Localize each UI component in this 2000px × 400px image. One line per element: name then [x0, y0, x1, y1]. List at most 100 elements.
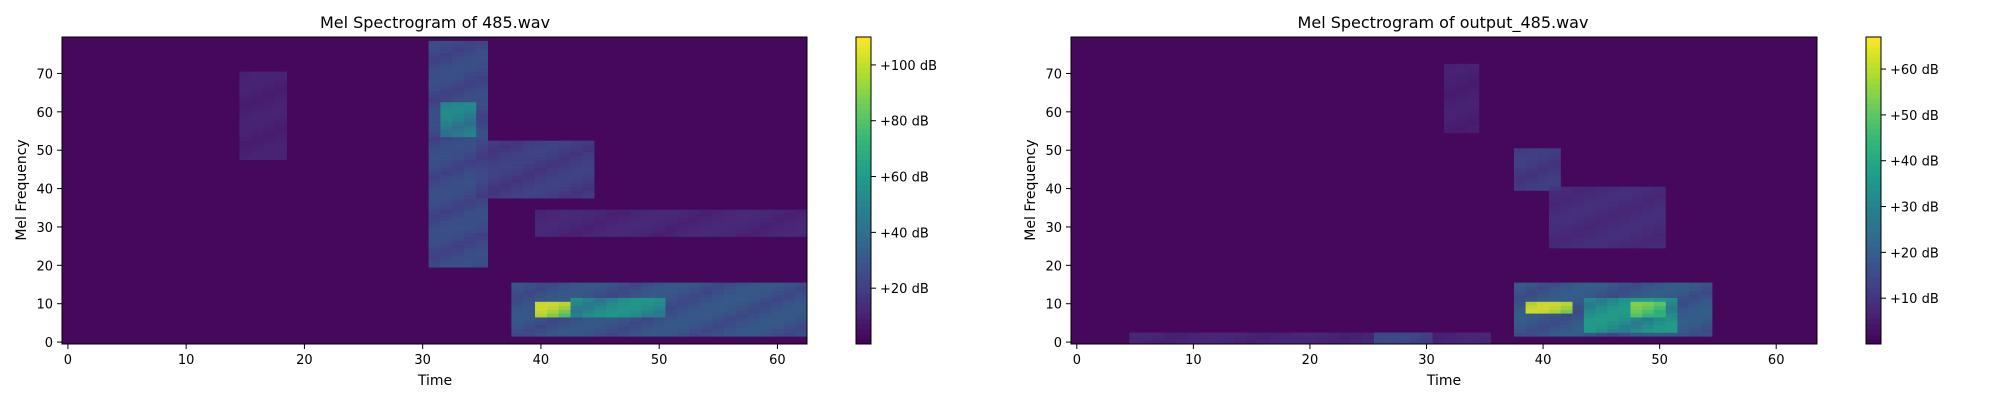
spectrogram-cell	[1537, 163, 1550, 168]
spectrogram-cell	[452, 255, 465, 260]
spectrogram-cell	[546, 171, 559, 176]
spectrogram-cell	[523, 140, 536, 145]
spectrogram-cell	[263, 125, 276, 130]
spectrogram-cell	[558, 155, 571, 161]
spectrogram-cell	[1432, 340, 1445, 345]
spectrogram-cell	[1560, 320, 1573, 326]
spectrogram-cell	[239, 109, 252, 115]
spectrogram-cell	[1397, 336, 1410, 341]
spectrogram-cell	[546, 328, 559, 333]
spectrogram-cell	[511, 313, 524, 318]
spectrogram-cell	[1642, 297, 1655, 303]
spectrogram-cell	[724, 232, 737, 237]
colorbar-segment	[856, 328, 871, 335]
spectrogram-cell	[1548, 167, 1561, 172]
spectrogram-cell	[440, 113, 453, 118]
spectrogram-cell	[1513, 163, 1526, 168]
spectrogram-cell	[428, 202, 441, 207]
spectrogram-cell	[795, 282, 808, 287]
spectrogram-cell	[1572, 294, 1585, 299]
spectrogram-cell	[274, 83, 287, 88]
colorbar-segment	[1866, 180, 1881, 186]
spectrogram-cell	[1630, 305, 1643, 310]
spectrogram-cell	[724, 228, 737, 234]
left-axes-frame	[61, 36, 808, 345]
spectrogram-cell	[724, 301, 737, 306]
spectrogram-cell	[582, 194, 595, 199]
y-tick-label: 40	[1045, 183, 1062, 198]
spectrogram-cell	[1467, 340, 1480, 345]
spectrogram-cell	[605, 221, 619, 226]
y-tick-label: 0	[1054, 336, 1062, 351]
spectrogram-cell	[1583, 332, 1596, 337]
spectrogram-cell	[428, 228, 441, 234]
spectrogram-cell	[499, 140, 512, 145]
spectrogram-cell	[1560, 317, 1573, 322]
spectrogram-cell	[676, 320, 690, 326]
spectrogram-cell	[570, 282, 583, 287]
spectrogram-cell	[546, 221, 559, 226]
spectrogram-cell	[1548, 217, 1561, 222]
spectrogram-cell	[1642, 236, 1655, 241]
spectrogram-cell	[1572, 240, 1585, 245]
spectrogram-cell	[629, 232, 642, 237]
spectrogram-cell	[629, 328, 642, 333]
spectrogram-cell	[1618, 290, 1631, 295]
spectrogram-cell	[724, 313, 737, 318]
spectrogram-cell	[617, 282, 630, 287]
spectrogram-cell	[558, 167, 571, 172]
spectrogram-cell	[1583, 297, 1596, 303]
spectrogram-cell	[274, 94, 287, 99]
spectrogram-cell	[452, 155, 465, 161]
spectrogram-cell	[1444, 83, 1456, 88]
spectrogram-cell	[535, 159, 548, 164]
spectrogram-cell	[1630, 240, 1643, 245]
spectrogram-cell	[605, 209, 619, 214]
spectrogram-cell	[428, 159, 441, 164]
spectrogram-cell	[771, 324, 784, 329]
spectrogram-cell	[688, 232, 701, 237]
spectrogram-cell	[263, 152, 276, 157]
spectrogram-cell	[570, 297, 583, 303]
spectrogram-cell	[452, 232, 465, 237]
colorbar-segment	[856, 318, 871, 325]
spectrogram-cell	[1688, 332, 1701, 337]
spectrogram-cell	[1537, 305, 1550, 310]
spectrogram-cell	[1677, 305, 1690, 310]
spectrogram-cell	[535, 194, 548, 199]
spectrogram-cell	[629, 228, 642, 234]
spectrogram-cell	[1513, 328, 1526, 333]
spectrogram-cell	[452, 259, 465, 264]
spectrogram-cell	[440, 90, 453, 95]
spectrogram-cell	[475, 251, 489, 257]
spectrogram-cell	[464, 136, 477, 141]
spectrogram-cell	[558, 225, 571, 230]
spectrogram-cell	[582, 320, 595, 326]
spectrogram-cell	[1525, 313, 1538, 318]
spectrogram-cell	[1595, 190, 1608, 195]
spectrogram-cell	[771, 332, 784, 337]
colorbar-segment	[856, 277, 871, 284]
spectrogram-cell	[1618, 217, 1631, 222]
spectrogram-cell	[1653, 209, 1666, 214]
colorbar-segment	[856, 313, 871, 319]
spectrogram-cell	[263, 79, 276, 84]
spectrogram-cell	[1444, 86, 1456, 92]
spectrogram-cell	[1234, 340, 1247, 345]
spectrogram-cell	[546, 186, 559, 191]
spectrogram-cell	[1339, 340, 1352, 345]
spectrogram-cell	[570, 175, 583, 180]
spectrogram-cell	[795, 332, 808, 337]
spectrogram-cell	[475, 205, 489, 210]
spectrogram-cell	[724, 320, 737, 326]
spectrogram-cell	[712, 228, 725, 234]
spectrogram-cell	[499, 167, 512, 172]
spectrogram-cell	[452, 40, 465, 45]
spectrogram-cell	[428, 152, 441, 157]
spectrogram-cell	[1409, 336, 1421, 341]
spectrogram-cell	[440, 129, 453, 134]
spectrogram-cell	[759, 317, 772, 322]
spectrogram-cell	[1583, 228, 1596, 234]
spectrogram-cell	[499, 186, 512, 191]
spectrogram-cell	[1455, 109, 1468, 115]
